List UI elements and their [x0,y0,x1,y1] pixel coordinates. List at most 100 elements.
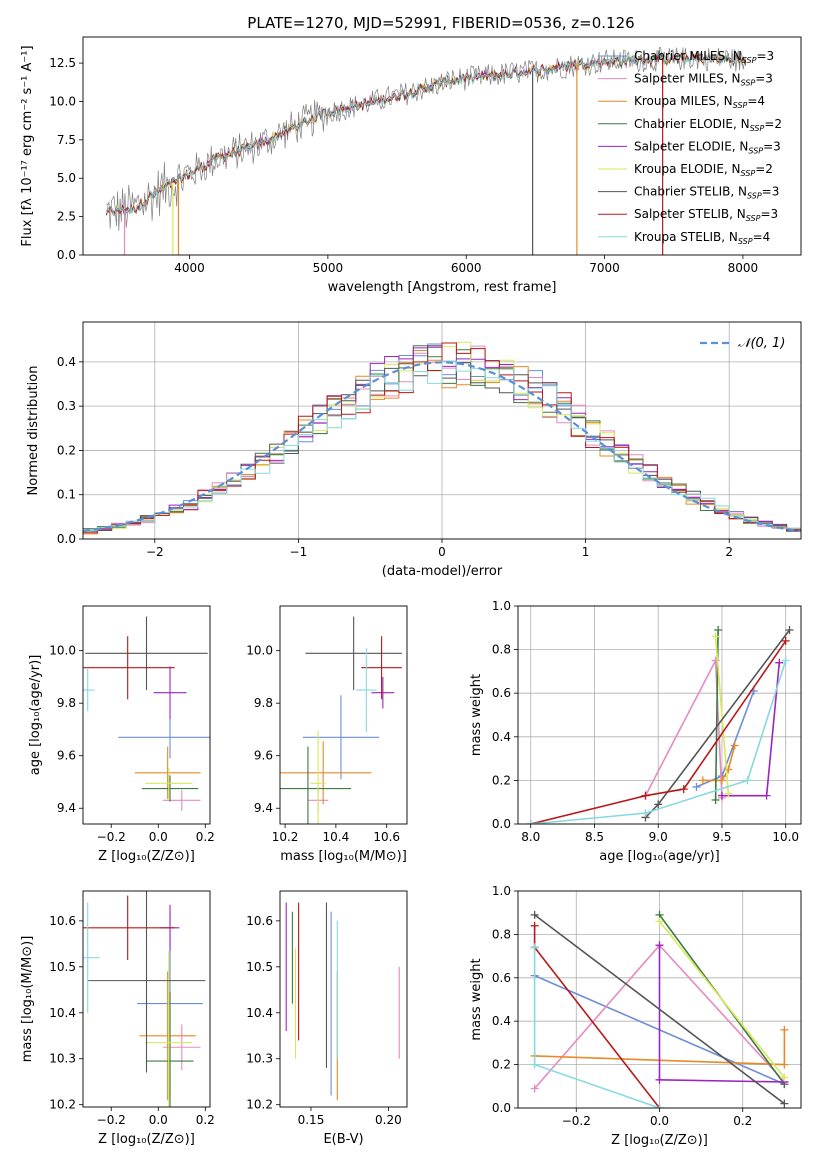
errorbar-kroupa-miles [280,741,372,805]
legend-label-chabrier-stelib: Chabrier STELIB, NSSP=3 [634,185,779,201]
y-tick-label: 0.4 [57,355,76,369]
point-marker-salpeter-stelib [641,791,650,800]
y-tick-label: 10.0 [49,644,76,658]
point-marker-kroupa-miles [717,776,726,785]
x-tick-label: 0.2 [196,1113,215,1127]
y-tick-label: 10.4 [49,1006,76,1020]
plot-area [83,616,210,811]
errorbar-kroupa-stelib [83,669,95,712]
y-tick-label: 0.4 [492,730,511,744]
y-tick-label: 10.0 [246,644,273,658]
legend-label-kroupa-elodie: Kroupa ELODIE, NSSP=2 [634,162,773,178]
errorbar-kroupa-elodie [310,730,326,824]
axes-frame [517,890,802,1109]
x-tick-label: 0.2 [733,1114,752,1128]
x-tick-label: 7000 [589,261,620,275]
y-tick-label: 12.5 [49,56,76,70]
x-axis-label: (data-model)/error [382,564,503,579]
plot-area [526,625,794,824]
y-tick-label: 5.0 [57,171,76,185]
point-marker-kroupa-miles [780,1025,789,1034]
mass-weight-vs-age-panel: 8.0 8.5 9.0 9.5 10.0 0.0 0.2 0.4 0.6 0.8 1.0 age [l… [469,599,802,864]
legend-subscript: SSP [748,146,763,155]
legend-name: Kroupa STELIB, N [634,230,738,244]
plot-area [280,616,402,824]
plot-area [106,46,747,255]
legend-name: Salpeter MILES, N [634,72,741,86]
x-tick-label: 5000 [313,261,344,275]
series-line-kroupa-stelib [530,660,787,824]
model-line-kroupa-stelib [106,54,747,217]
y-tick-label: 10.3 [246,1052,273,1066]
plot-area [530,910,789,1108]
y-tick-label: 10.3 [49,1052,76,1066]
legend-label-chabrier-elodie: Chabrier ELODIE, NSSP=2 [634,117,782,133]
x-tick-label: 0.0 [149,830,168,844]
legend-name: Salpeter STELIB, N [634,207,746,221]
point-marker-kroupa-miles [698,776,707,785]
point-marker-chabrier-stelib [654,800,663,809]
y-tick-label: 1.0 [492,884,511,898]
x-axis-label: Z [log₁₀(Z/Z⊙)] [611,1133,708,1148]
legend-name: Kroupa MILES, N [634,94,733,108]
x-tick-label: 10.4 [323,830,350,844]
y-tick-label: 10.0 [49,94,76,108]
point-marker-kroupa-stelib [641,809,650,818]
legend-nssp: =3 [763,139,781,153]
x-tick-label: 0.2 [196,830,215,844]
point-marker-kroupa-stelib [781,656,790,665]
x-axis-label: wavelength [Angstrom, rest frame] [328,280,557,295]
x-axis-label: Z [log₁₀(Z/Z⊙)] [98,1132,195,1147]
x-axis-label: mass [log₁₀(M/M⊙)] [280,849,407,864]
age-vs-mass-panel: 10.2 10.4 10.6 9.4 9.6 9.8 10.0 mass [log₁₀(M/M… [246,605,408,864]
plot-area [285,902,400,1101]
point-marker-salpeter-stelib [781,636,790,645]
axes-frame [279,890,408,1108]
errorbar-kroupa-stelib [83,902,100,1013]
y-tick-label: 0.2 [492,1058,511,1072]
legend-nssp: =3 [760,207,778,221]
errorbar-salpeter-stelib [361,636,402,700]
x-tick-label: 0.0 [650,1114,669,1128]
y-tick-label: 0.6 [492,971,511,985]
legend-nssp: =3 [755,72,773,86]
legend-label-kroupa-stelib: Kroupa STELIB, NSSP=4 [634,230,770,246]
legend-subscript: SSP [750,124,765,133]
point-marker-chabrier-elodie [711,796,720,805]
point-marker-kroupa-elodie [711,632,720,641]
point-marker-salpeter-stelib [679,785,688,794]
y-tick-label: 10.5 [49,960,76,974]
point-marker-salpeter-elodie [655,941,664,950]
x-tick-label: 0.0 [149,1113,168,1127]
legend-nssp: =4 [747,94,765,108]
axes-frame [82,321,802,540]
x-tick-label: 4000 [174,261,205,275]
legend-name: Chabrier STELIB, N [634,185,747,199]
legend-nssp: =4 [753,230,771,244]
legend-nssp: =2 [764,117,782,131]
y-tick-label: 0.4 [492,1014,511,1028]
y-axis-label: Normed distribution [26,366,41,496]
y-tick-label: 1.0 [492,599,511,613]
point-marker-kroupa-miles [730,741,739,750]
x-tick-label: −2 [146,545,164,559]
legend-name: Chabrier ELODIE, N [634,117,750,131]
legend-label-kroupa-miles: Kroupa MILES, NSSP=4 [634,94,765,110]
point-marker-kroupa-stelib [530,1060,539,1069]
legend-subscript: SSP [741,79,756,88]
errorbar-chabrier-miles [302,695,380,780]
errorbar-chabrier-elodie [146,992,194,1107]
errorbar-chabrier-stelib [87,891,206,1073]
normal-curve-line [83,361,801,533]
y-tick-label: 9.6 [254,749,273,763]
axes-frame [82,605,211,825]
x-tick-label: 0 [438,545,446,559]
x-axis-label: Z [log₁₀(Z/Z⊙)] [98,849,195,864]
age-vs-Z-panel: −0.2 0.0 0.2 9.4 9.6 9.8 10.0 Z [log₁₀(Z/Z⊙)] ag… [28,605,215,864]
mass-vs-Z-panel: −0.2 0.0 0.2 10.2 10.3 10.4 10.5 10.6 Z [log₁₀(Z… [20,890,215,1147]
point-marker-kroupa-stelib [655,1104,664,1108]
legend-name: Chabrier MILES, N [634,49,742,63]
series-line-salpeter-stelib [530,640,787,824]
x-tick-label: 8.5 [585,830,604,844]
y-tick-label: 9.8 [57,696,76,710]
